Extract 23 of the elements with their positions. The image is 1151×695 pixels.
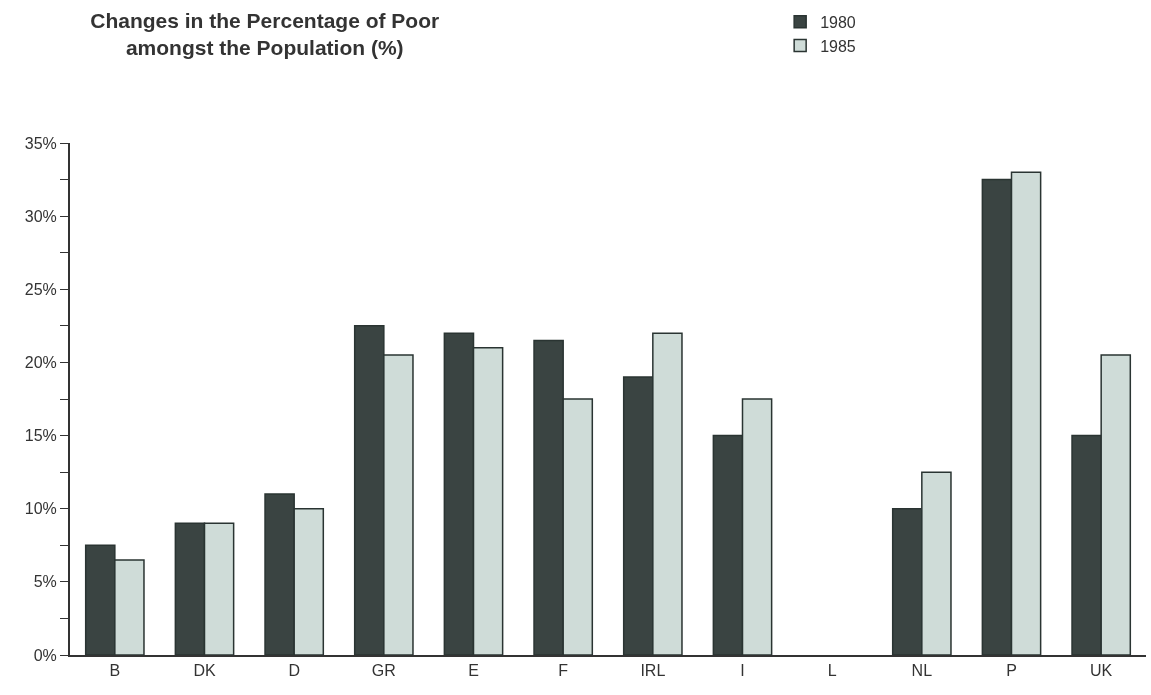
x-tick-label: L [827, 662, 837, 680]
x-tick-label: B [109, 662, 121, 680]
y-tick-label: 35% [24, 134, 57, 152]
y-tick-label: 20% [24, 354, 57, 372]
y-tick-label: 5% [33, 573, 57, 591]
x-tick-label: E [468, 662, 479, 680]
x-tick-label: I [740, 662, 745, 680]
x-tick-label: P [1006, 662, 1017, 680]
legend-label: 1985 [820, 37, 856, 55]
y-tick-label: 25% [24, 280, 57, 298]
x-tick-label: D [288, 662, 300, 680]
x-tick-label: GR [371, 662, 396, 680]
x-tick-label: DK [193, 662, 216, 680]
legend-label: 1980 [820, 13, 856, 31]
y-tick-label: 10% [24, 500, 57, 518]
y-tick-label: 15% [24, 427, 57, 445]
x-tick-label: IRL [640, 662, 666, 680]
y-tick-label: 30% [24, 207, 57, 225]
chart-title: Changes in the Percentage of Poor amongst the Population (%) [90, 8, 440, 60]
x-tick-label: F [558, 662, 569, 680]
x-tick-label: UK [1090, 662, 1113, 680]
y-tick-label: 0% [33, 646, 57, 664]
x-tick-label: NL [911, 662, 933, 680]
